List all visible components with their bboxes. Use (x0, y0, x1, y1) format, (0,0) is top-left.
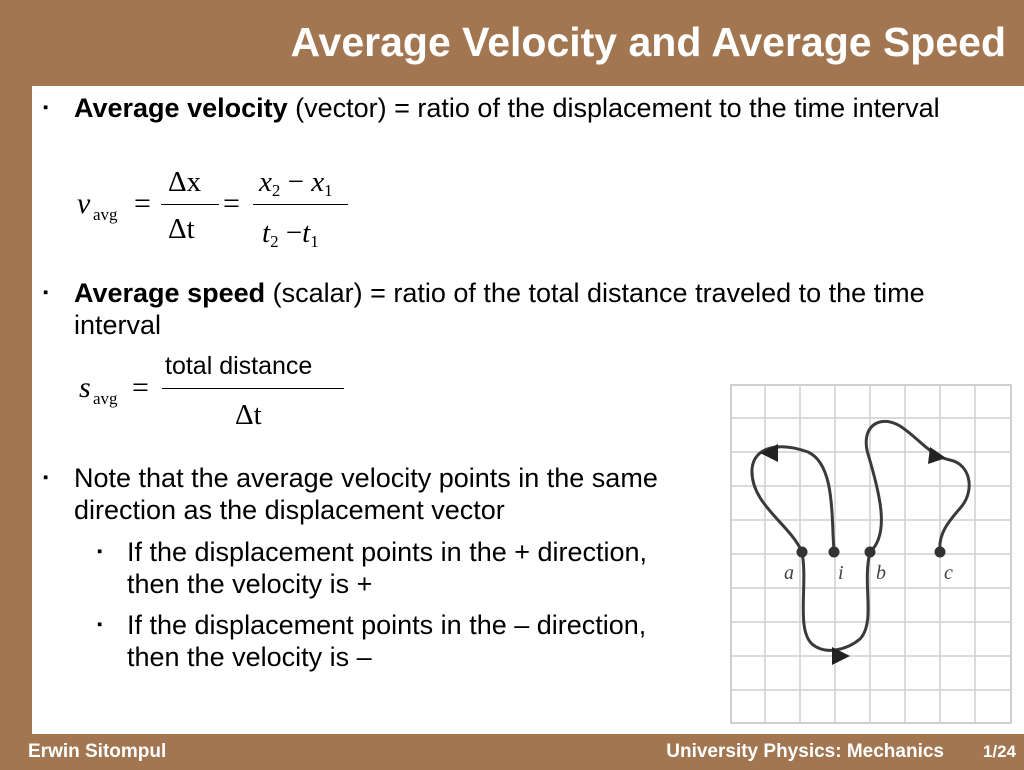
sub-bullet-text: If the displacement points in the – dire… (127, 610, 647, 672)
bullet-marker: ▪ (43, 284, 49, 301)
footer-author: Erwin Sitompul (28, 741, 167, 762)
path-grid-figure: a i b c (730, 384, 1012, 724)
label-b: b (876, 562, 886, 584)
arrowhead-right (928, 447, 946, 464)
fraction-line-2 (253, 204, 348, 205)
term-average-speed: Average speed (74, 278, 266, 308)
symbol-s: s (79, 371, 91, 404)
bullet-text: Average velocity (vector) = ratio of the… (74, 92, 1012, 124)
point-i (828, 546, 840, 558)
page-number: 1/24 (982, 742, 1016, 761)
point-b (864, 546, 876, 558)
arrowhead-left (760, 444, 778, 462)
bullet-marker: ▪ (97, 543, 103, 560)
subscript-avg: avg (93, 389, 118, 408)
definition-average-speed: (scalar) = ratio of the total distance t… (74, 278, 925, 340)
fraction-line (161, 204, 219, 205)
numerator-delta-x: Δx (168, 166, 202, 198)
denominator-t2-minus-t1: t2 −t1 (262, 217, 319, 251)
label-a: a (784, 562, 794, 584)
speed-equation: s avg = total distance Δt (32, 86, 432, 446)
subscript-avg: avg (93, 205, 118, 224)
note-text: Note that the average velocity points in… (74, 463, 658, 525)
equals-sign-2: = (223, 187, 240, 220)
bullet-text: Average speed (scalar) = ratio of the to… (74, 277, 1012, 341)
bullet-marker: ▪ (97, 616, 103, 633)
bullet-marker: ▪ (43, 99, 49, 116)
label-i: i (838, 562, 844, 584)
point-a (796, 546, 808, 558)
fraction-line (162, 388, 344, 389)
label-c: c (944, 562, 953, 584)
sub-bullet-text: If the displacement points in the + dire… (127, 537, 648, 599)
definition-average-velocity: (vector) = ratio of the displacement to … (287, 93, 940, 123)
numerator-x2-minus-x1: x2 − x1 (259, 166, 333, 200)
symbol-v: v (77, 187, 91, 220)
denominator-delta-t: Δt (235, 399, 262, 431)
footer: Erwin Sitompul University Physics: Mecha… (0, 734, 1024, 768)
term-average-velocity: Average velocity (74, 93, 288, 123)
footer-course: University Physics: Mechanics (666, 741, 944, 762)
bullet-marker: ▪ (43, 469, 49, 486)
numerator-total-distance: total distance (165, 352, 313, 380)
denominator-delta-t: Δt (168, 213, 195, 245)
equals-sign: = (132, 371, 149, 404)
velocity-equation: v avg = Δx Δt = x2 − x1 t2 −t1 (32, 86, 432, 266)
loop-right (864, 419, 971, 554)
arrowheads (760, 444, 946, 665)
point-c (934, 546, 946, 558)
slide-title: Average Velocity and Average Speed (290, 19, 1006, 65)
points (796, 546, 946, 558)
arrowhead-bottom (832, 647, 850, 665)
equals-sign: = (134, 187, 151, 220)
point-labels: a i b c (784, 562, 953, 584)
